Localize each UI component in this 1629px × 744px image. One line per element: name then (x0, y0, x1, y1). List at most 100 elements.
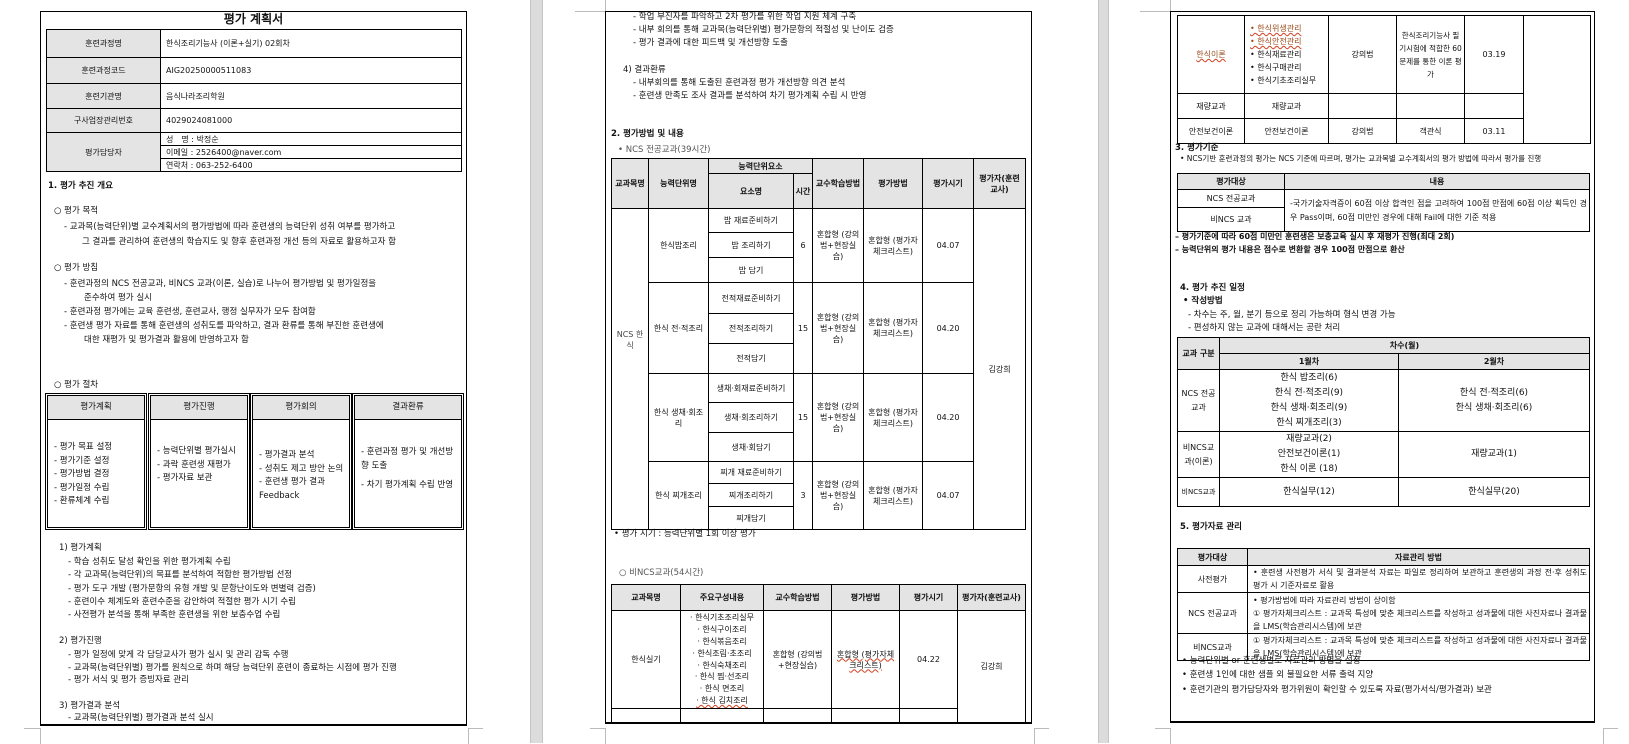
course-info-table: 훈련과정명 한식조리기능사 (이론+실기) 02회차 훈련과정코드 AIG20250… (46, 29, 462, 172)
column-header: 능력단위명 (648, 158, 709, 209)
column-header: 교과목명 (611, 158, 649, 209)
evaluation-method: 혼합형 (평가자체크리스트) (863, 282, 924, 374)
element-name: 밥 담기 (708, 257, 794, 283)
column-header: 평가대상 (1177, 548, 1248, 566)
hours: 3 (792, 461, 814, 530)
info-value: AIG20250000511083 (160, 57, 462, 84)
evaluator: 김강희 (973, 208, 1027, 530)
list-item: • 한식기초조리실무 (1250, 76, 1317, 85)
text-line: – 평가기준에 따라 60점 미만인 훈련생은 보충교육 실시 후 재평가 진행… (1175, 232, 1455, 241)
column-header: 교수학습방법 (812, 158, 865, 209)
element-name: 찌개조리하기 (708, 483, 794, 507)
subject-cell: NCS 한식 (611, 208, 649, 530)
evaluation-method: 혼합형 (평가자체크리스트) (863, 461, 924, 530)
list-item: - 평가기준 설정 (54, 455, 110, 466)
column-header: 차수(월) (1219, 337, 1590, 354)
content-list: · 한식기초조리실무 · 한식구이조리 · 한식볶음조리 · 한식조림·초조리 … (680, 610, 764, 709)
evaluation-date: 04.20 (922, 282, 975, 374)
info-label: 구사업장관리번호 (46, 108, 161, 133)
teaching-method: 혼합형 (강의법+현장실습) (763, 610, 832, 709)
page-corner-mark (468, 728, 483, 744)
teaching-method: 혼합형 (강의법+현장실습) (812, 282, 865, 374)
list-item: • 한식구매관리 (1250, 63, 1302, 72)
text-line: 대한 재평가 및 평가결과 활용에 반영하고자 함 (84, 335, 249, 345)
non-ncs-evaluation-table: 교과목명 주요구성내용 교수학습방법 평가방법 평가시기 평가자(훈련교사) 한… (611, 584, 1026, 723)
text-line: - 훈련과정의 NCS 전공교과, 비NCS 교과(이론, 실습)로 나누어 평… (64, 279, 377, 289)
subsection-heading: 4) 결과환류 (623, 65, 666, 75)
table-note: • 평가 시기 : 능력단위별 1회 이상 평가 (614, 529, 756, 539)
schedule-item: 안전보건이론(1) (1277, 449, 1341, 459)
procedure-step-title: 평가진행 (151, 396, 247, 420)
list-item: · 한식조림·초조리 (692, 648, 752, 658)
column-header: 교과목명 (611, 584, 681, 611)
hours: 15 (792, 373, 814, 462)
schedule-item: 한식 밥조리(6) (1280, 372, 1338, 383)
data-target: NCS 전공교과 (1177, 592, 1248, 634)
data-target: 사전평가 (1177, 565, 1248, 593)
list-item: - 능력단위별 평가실시 (157, 446, 236, 456)
list-item: - 훈련과정 평가 및 개선방향 도출 (361, 447, 454, 471)
evaluation-method: 혼합형 (평가자체크리스트) (863, 373, 924, 462)
text-line: - 훈련과정 평가에는 교육 훈련생, 훈련교사, 행정 실무자가 모두 참여함 (64, 307, 316, 317)
schedule-table: 교과 구분 차수(월) 1월차 2월차 NCS 전공교과 한식 밥조리(6) 한식 … (1177, 337, 1590, 507)
schedule-item: 한식실무(20) (1468, 486, 1520, 497)
empty-cell (680, 708, 764, 723)
data-target: 비NCS교과 (1177, 633, 1248, 661)
element-name: 전적조리하기 (708, 313, 794, 344)
procedure-step-plan: 평가계획 - 평가 목표 설정 - 평가기준 설정 - 평가방법 결정 - 평가… (45, 393, 147, 530)
procedure-step-items: - 훈련과정 평가 및 개선방향 도출 - 차기 평가계획 수립 반영 (361, 446, 457, 493)
text-line: - 차수는 주, 월, 분기 등으로 정리 가능하며 형식 변경 가능 (1188, 310, 1396, 320)
criteria-content: -국가기술자격증이 60점 이상 합격인 점을 고려하여 100점 만점에 60… (1284, 189, 1590, 232)
column-header: 요소명 (708, 173, 794, 209)
evaluation-date: 04.07 (922, 208, 975, 283)
list-item: · 한식 면조리 (699, 684, 745, 694)
subsection-heading: 2) 평가진행 (59, 636, 102, 646)
text-line: - 내부 회의를 통해 교과목(능력단위별) 평가문항의 적절성 및 난이도 검… (633, 25, 894, 35)
evaluation-date: 03.19 (1464, 15, 1524, 94)
unit-name: 한식 생채·회조리 (648, 373, 709, 462)
text-line: - 훈련이수 체계도와 훈련수준을 감안하여 적절한 평가 시기 수립 (68, 597, 297, 607)
element-name: 찌개담기 (708, 506, 794, 530)
section-heading: 2. 평가방법 및 내용 (611, 129, 684, 139)
schedule-item: 재량교과(1) (1471, 449, 1517, 459)
month-2-cell: 재량교과(1) (1398, 431, 1590, 478)
text-line: • 능력단위별 or 훈련생별로 자료관리 방법을 설정 (1182, 656, 1361, 666)
schedule-item: 한식 이론 (18) (1280, 464, 1338, 474)
text-clip: • NCS기반 훈련과정의 평가는 NCS 기준에 따르며, 평가는 교과목별 … (1180, 153, 1592, 165)
schedule-item: 한식 전·적조리(6) (1459, 387, 1529, 398)
data-method: • 훈련생 사전평가 서식 및 결과분석 자료는 파일로 정리하여 보관하고 훈… (1247, 565, 1590, 593)
column-header: 교수학습방법 (763, 584, 832, 611)
list-item: - 성취도 제고 방안 논의 (259, 463, 344, 474)
section-heading: 5. 평가자료 관리 (1180, 522, 1242, 532)
text-line: - 교과목(능력단위별) 평가를 원칙으로 하며 해당 능력단위 훈련이 종료하… (68, 663, 397, 673)
column-header: 평가방법 (831, 584, 900, 611)
text-line: • 훈련생 1인에 대한 샘플 외 불필요한 서류 출력 지양 (1182, 670, 1374, 680)
column-header: 평가자(훈련교사) (957, 584, 1026, 611)
section-heading: 3. 평가기준 (1175, 143, 1219, 153)
list-item-text: 한식안전관리 (1257, 37, 1302, 46)
column-header: 평가방법 (863, 158, 924, 209)
column-header: 시간 (792, 173, 814, 209)
page-1-frame (40, 11, 467, 726)
schedule-item: 한식 생채·회조리(6) (1455, 402, 1533, 413)
list-item: - 차기 평가계획 수립 반영 (361, 480, 454, 490)
subsection-heading: 1) 평가계획 (59, 543, 102, 553)
text-line: • NCS기반 훈련과정의 평가는 NCS 기준에 따르며, 평가는 교과목별 … (1180, 154, 1542, 163)
list-item-text: 한식재료관리 (1257, 50, 1302, 59)
teaching-method: 혼합형 (강의법+현장실습) (812, 461, 865, 530)
list-item: - 평가결과 분석 (259, 450, 315, 460)
list-item: - 평가일정 수립 (54, 482, 110, 493)
section-heading: 1. 평가 추진 개요 (48, 181, 113, 191)
procedure-step-title: 평가회의 (253, 396, 349, 420)
column-header: 1월차 (1219, 353, 1399, 370)
list-item: · 한식 김치조리 (696, 695, 748, 705)
element-name: 밥 재료준비하기 (708, 208, 794, 233)
page-3-frame (1170, 11, 1595, 723)
list-item: · 한식숙채조리 (697, 660, 747, 670)
hours: 6 (792, 208, 814, 283)
page-corner-mark (1603, 728, 1618, 744)
procedure-step-feedback: 결과환류 - 훈련과정 평가 및 개선방향 도출 - 차기 평가계획 수립 반영 (352, 393, 464, 530)
unit-name: 한식밥조리 (648, 208, 709, 283)
procedure-step-progress: 평가진행 - 능력단위별 평가실시 - 과락 훈련생 재평가 - 평가자료 보관 (148, 393, 250, 530)
text-line: – 능력단위의 평가 내용은 점수로 변환할 경우 100점 만점으로 환산 (1175, 245, 1405, 254)
